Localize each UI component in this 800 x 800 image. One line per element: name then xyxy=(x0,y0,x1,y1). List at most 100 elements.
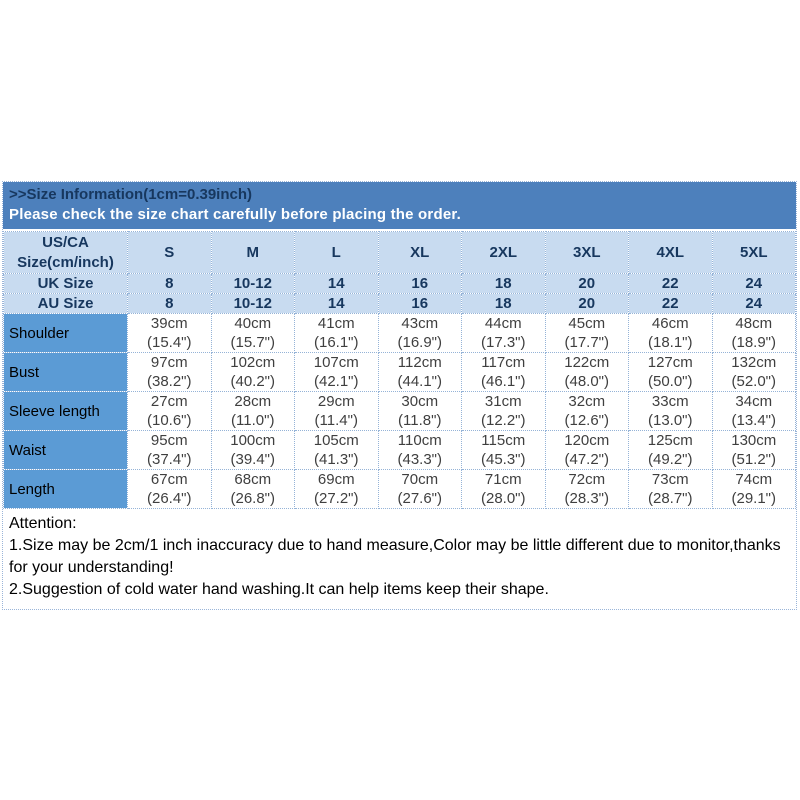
size-value-cell: 14 xyxy=(294,293,379,314)
inch-value: (11.4") xyxy=(314,412,358,429)
measurement-cell: 107cm (42.1") xyxy=(294,352,379,392)
measurement-cell: 115cm (45.3") xyxy=(461,430,546,470)
measurement-cell: 41cm (16.1") xyxy=(294,313,379,353)
measurement-row: Shoulder 39cm (15.4") 40cm (15.7") 41cm (16.1"… xyxy=(3,313,796,353)
measurement-cell: 48cm (18.9") xyxy=(711,313,796,353)
inch-value: (11.8") xyxy=(398,412,442,429)
size-value-cell: 8 xyxy=(127,273,212,294)
cm-value: 46cm xyxy=(651,315,689,332)
band-gap xyxy=(3,229,796,231)
measurement-cell: 125cm (49.2") xyxy=(628,430,713,470)
measurement-cell: 71cm (28.0") xyxy=(461,469,546,509)
inch-value: (17.3") xyxy=(480,334,526,351)
measurement-cell: 67cm (26.4") xyxy=(127,469,212,509)
size-value-cell: 22 xyxy=(628,273,713,294)
row-label: UK Size xyxy=(3,273,128,294)
cm-value: 125cm xyxy=(647,432,693,449)
size-column-header: XL xyxy=(377,231,462,274)
size-header-row: US/CA Size(cm/inch) S M L XL 2XL 3XL 4XL 5XL xyxy=(3,231,796,274)
cm-value: 110cm xyxy=(397,432,442,449)
size-value-cell: 10-12 xyxy=(210,293,295,314)
header-band: >>Size Information(1cm=0.39inch) Please … xyxy=(3,182,796,229)
measurement-cell: 95cm (37.4") xyxy=(127,430,212,470)
size-conversion-row: AU Size 8 10-12 14 16 18 20 22 24 xyxy=(3,293,796,314)
size-value-cell: 22 xyxy=(628,293,713,314)
inch-value: (46.1") xyxy=(480,373,526,390)
size-value-cell: 16 xyxy=(377,273,462,294)
inch-value: (13.0") xyxy=(647,412,693,429)
corner-label-line2: Size(cm/inch) xyxy=(17,253,114,271)
inch-value: (29.1") xyxy=(731,490,776,507)
inch-value: (44.1") xyxy=(397,373,442,390)
inch-value: (39.4") xyxy=(230,451,275,468)
inch-value: (51.2") xyxy=(731,451,776,468)
cm-value: 102cm xyxy=(230,354,276,371)
measurement-cell: 68cm (26.8") xyxy=(210,469,295,509)
cm-value: 115cm xyxy=(481,432,526,449)
measurement-cell: 34cm (13.4") xyxy=(711,391,796,431)
cm-value: 73cm xyxy=(651,471,689,488)
cm-value: 43cm xyxy=(401,315,439,332)
inch-value: (10.6") xyxy=(146,412,192,429)
measurement-cell: 33cm (13.0") xyxy=(628,391,713,431)
measurement-cell: 73cm (28.7") xyxy=(628,469,713,509)
row-label: AU Size xyxy=(3,293,128,314)
inch-value: (28.7") xyxy=(647,490,693,507)
inch-value: (11.0") xyxy=(231,412,275,429)
measurement-cell: 130cm (51.2") xyxy=(711,430,796,470)
cm-value: 74cm xyxy=(735,471,773,488)
cm-value: 40cm xyxy=(234,315,272,332)
cm-value: 97cm xyxy=(150,354,188,371)
measurement-cell: 72cm (28.3") xyxy=(544,469,629,509)
inch-value: (26.4") xyxy=(146,490,192,507)
size-column-header: 5XL xyxy=(711,231,796,274)
cm-value: 67cm xyxy=(150,471,188,488)
size-value-cell: 18 xyxy=(461,293,546,314)
inch-value: (16.9") xyxy=(397,334,442,351)
size-table: US/CA Size(cm/inch) S M L XL 2XL 3XL 4XL 5XL UK Si… xyxy=(3,231,796,509)
cm-value: 127cm xyxy=(647,354,693,371)
measurement-cell: 44cm (17.3") xyxy=(461,313,546,353)
attention-note: 2.Suggestion of cold water hand washing.… xyxy=(9,581,549,598)
measurement-cell: 120cm (47.2") xyxy=(544,430,629,470)
inch-value: (50.0") xyxy=(647,373,693,390)
row-label: Sleeve length xyxy=(3,391,128,431)
size-value-cell: 10-12 xyxy=(210,273,295,294)
corner-cell: US/CA Size(cm/inch) xyxy=(3,231,128,274)
measurement-cell: 39cm (15.4") xyxy=(127,313,212,353)
inch-value: (42.1") xyxy=(313,373,359,390)
size-value-cell: 24 xyxy=(711,273,796,294)
cm-value: 122cm xyxy=(564,354,610,371)
size-value-cell: 24 xyxy=(711,293,796,314)
inch-value: (43.3") xyxy=(397,451,442,468)
size-column-header: M xyxy=(210,231,295,274)
size-value-cell: 16 xyxy=(377,293,462,314)
attention-title: Attention: xyxy=(9,515,77,532)
cm-value: 30cm xyxy=(401,393,439,410)
inch-value: (26.8") xyxy=(230,490,275,507)
measurement-cell: 27cm (10.6") xyxy=(127,391,212,431)
measurement-cell: 43cm (16.9") xyxy=(377,313,462,353)
cm-value: 107cm xyxy=(313,354,359,371)
size-info-subtitle: Please check the size chart carefully be… xyxy=(9,206,461,223)
measurement-cell: 30cm (11.8") xyxy=(377,391,462,431)
cm-value: 130cm xyxy=(731,432,777,449)
corner-label-line1: US/CA xyxy=(42,233,89,251)
cm-value: 48cm xyxy=(735,315,773,332)
cm-value: 32cm xyxy=(568,393,606,410)
cm-value: 100cm xyxy=(230,432,276,449)
measurement-cell: 46cm (18.1") xyxy=(628,313,713,353)
cm-value: 69cm xyxy=(317,471,355,488)
measurement-cell: 110cm (43.3") xyxy=(377,430,462,470)
cm-value: 27cm xyxy=(150,393,188,410)
measurement-cell: 97cm (38.2") xyxy=(127,352,212,392)
cm-value: 95cm xyxy=(150,432,188,449)
measurement-cell: 70cm (27.6") xyxy=(377,469,462,509)
size-column-header: L xyxy=(294,231,379,274)
measurement-cell: 28cm (11.0") xyxy=(210,391,295,431)
cm-value: 112cm xyxy=(397,354,442,371)
attention-note: 1.Size may be 2cm/1 inch inaccuracy due … xyxy=(9,537,781,576)
size-value-cell: 14 xyxy=(294,273,379,294)
inch-value: (27.6") xyxy=(397,490,442,507)
